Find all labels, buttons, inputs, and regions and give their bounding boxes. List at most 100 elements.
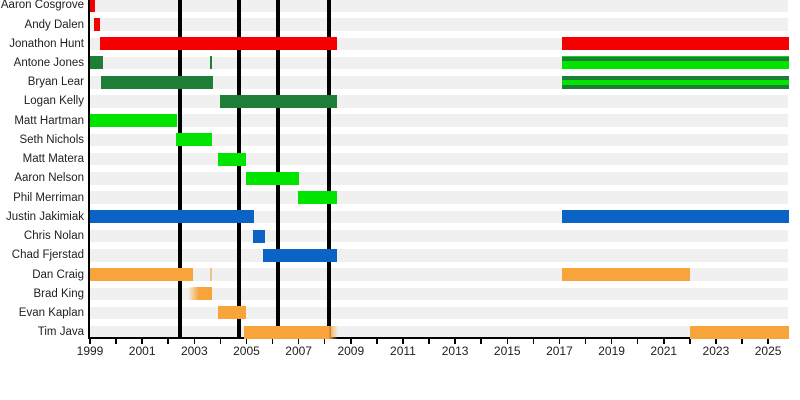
axis-tick [584, 339, 587, 344]
member-label: Jonathon Hunt [9, 37, 84, 50]
member-label: Matt Matera [22, 153, 84, 166]
axis-year-label: 2025 [754, 344, 782, 358]
axis-tick [219, 339, 222, 344]
axis-tick [741, 339, 743, 344]
timeline-bar [90, 210, 255, 224]
row-band [90, 133, 788, 147]
axis-tick [558, 339, 561, 344]
axis-year-label: 2011 [390, 344, 416, 358]
timeline-bar [561, 75, 789, 89]
member-label: Antone Jones [13, 56, 84, 69]
axis-tick [689, 339, 691, 344]
member-label: Seth Nichols [19, 133, 84, 146]
studio-release-line [275, 0, 280, 337]
axis-year-label: 2005 [233, 344, 260, 358]
row-band [90, 172, 788, 185]
axis-year-label: 2013 [441, 344, 469, 358]
axis-tick [428, 339, 430, 344]
timeline-bar [219, 94, 337, 108]
timeline-bar [561, 210, 789, 224]
timeline-bar [176, 133, 213, 147]
timeline-bar [100, 37, 337, 51]
y-axis-line [88, 0, 90, 337]
timeline-bar [217, 152, 247, 166]
timeline-bar [253, 229, 265, 243]
axis-tick [193, 339, 196, 344]
member-label: Matt Hartman [14, 114, 84, 127]
axis-year-label: 2001 [128, 344, 156, 358]
axis-tick [532, 339, 535, 344]
timeline-bar [100, 75, 213, 89]
axis-year-label: 2021 [650, 344, 678, 358]
row-band [90, 229, 788, 243]
member-label: Chris Nolan [23, 230, 84, 243]
axis-year-label: 2019 [598, 344, 625, 358]
timeline-bar [90, 114, 177, 128]
row-band [90, 95, 788, 108]
member-label: Evan Kaplan [18, 306, 84, 319]
studio-release-line [236, 0, 241, 337]
axis-tick [245, 339, 248, 344]
row-band [90, 114, 788, 127]
axis-tick [350, 339, 352, 344]
timeline-bar [298, 191, 337, 205]
member-label: Aaron Nelson [14, 172, 84, 185]
row-band [90, 152, 788, 166]
row-band [90, 0, 788, 12]
timeline-bar [209, 268, 213, 282]
timeline-bar [217, 306, 247, 320]
axis-year-label: 2003 [180, 344, 208, 358]
row-band [90, 18, 788, 31]
timeline-bar [561, 56, 789, 70]
axis-year-label: 2017 [546, 344, 573, 358]
timeline-bar [243, 325, 338, 339]
x-axis-line [88, 337, 789, 339]
row-band [90, 249, 788, 262]
timeline-bar [209, 56, 213, 70]
member-label: Brad King [33, 287, 84, 300]
axis-tick [89, 339, 91, 344]
axis-tick [402, 339, 404, 344]
timeline-bar [561, 268, 690, 282]
axis-tick [115, 339, 117, 344]
timeline-bar [246, 171, 300, 185]
studio-release-line [326, 0, 331, 337]
member-label: Chad Fjerstad [11, 249, 84, 262]
member-label: Tim Java [37, 326, 84, 339]
axis-tick [610, 339, 613, 344]
axis-year-label: 1999 [76, 344, 104, 358]
studio-release-line [177, 0, 182, 337]
member-label: Bryan Lear [27, 76, 84, 89]
member-label: Justin Jakimiak [6, 210, 84, 223]
axis-tick [715, 339, 717, 344]
timeline-bar [188, 287, 213, 301]
axis-year-label: 2015 [493, 344, 521, 358]
axis-year-label: 2023 [702, 344, 730, 358]
axis-tick [663, 339, 665, 344]
axis-tick [167, 339, 169, 344]
axis-tick [480, 339, 482, 344]
legend: Lead vocalsLead guitarRhythm guitarBassD… [0, 370, 800, 400]
axis-tick [141, 339, 143, 344]
timeline-bar [262, 248, 337, 262]
row-band [90, 287, 788, 301]
axis-tick [636, 339, 639, 344]
row-band [90, 191, 788, 204]
member-label: Logan Kelly [23, 95, 84, 108]
axis-year-label: 2009 [337, 344, 365, 358]
member-label: Aaron Cosgrove [0, 0, 84, 12]
member-label: Andy Dalen [24, 18, 84, 31]
axis-tick [271, 339, 274, 344]
axis-tick [767, 339, 769, 344]
axis-tick [506, 339, 509, 344]
row-band [90, 306, 788, 320]
axis-tick [297, 339, 300, 344]
member-label: Dan Craig [32, 268, 84, 281]
timeline-bar [94, 18, 101, 32]
timeline-bar [90, 56, 103, 70]
timeline-bar [90, 0, 96, 12]
axis-year-label: 2007 [285, 344, 312, 358]
timeline-bar [90, 268, 194, 282]
